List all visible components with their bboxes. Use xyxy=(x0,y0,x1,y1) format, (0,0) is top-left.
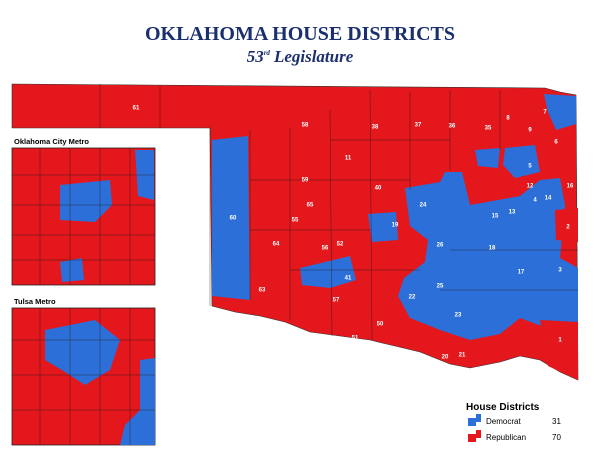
subtitle-text: Legislature xyxy=(273,47,354,66)
district-blue xyxy=(503,145,540,178)
district-label: 57 xyxy=(333,298,340,304)
district-label: 38 xyxy=(372,125,379,131)
legend: House Districts Democrat 31 Republican 7… xyxy=(466,402,561,442)
district-red xyxy=(540,320,578,380)
legend-count: 70 xyxy=(552,433,561,442)
legend-swatch xyxy=(468,414,481,426)
district-label: 12 xyxy=(527,184,534,190)
title: OKLAHOMA HOUSE DISTRICTS xyxy=(145,23,455,45)
subtitle-number: 53 xyxy=(247,47,265,66)
district-label: 8 xyxy=(506,116,510,122)
district-blue xyxy=(544,94,576,130)
district-label: 35 xyxy=(485,126,492,132)
inset-title: Oklahoma City Metro xyxy=(14,137,89,146)
district-label: 15 xyxy=(492,214,499,220)
district-label: 59 xyxy=(302,178,309,184)
district-label: 21 xyxy=(459,353,466,359)
district-label: 2 xyxy=(566,225,570,231)
district-label: 22 xyxy=(409,295,416,301)
district-label: 50 xyxy=(377,322,384,328)
district-label: 58 xyxy=(302,123,309,129)
district-label: 4 xyxy=(533,198,537,204)
district-label: 14 xyxy=(545,196,552,202)
district-label: 60 xyxy=(230,216,237,222)
district-label: 24 xyxy=(420,203,427,209)
subtitle-suffix: rd xyxy=(264,49,271,57)
legend-title: House Districts xyxy=(466,402,540,413)
legend-swatch xyxy=(468,430,481,442)
district-blue xyxy=(212,136,250,300)
district-blue xyxy=(45,320,120,385)
legend-count: 31 xyxy=(552,417,561,426)
district-label: 56 xyxy=(322,246,329,252)
district-blue xyxy=(60,258,84,282)
district-label: 13 xyxy=(509,210,516,216)
district-label: 23 xyxy=(455,313,462,319)
inset-title: Tulsa Metro xyxy=(14,297,56,306)
district-label: 37 xyxy=(415,123,422,129)
state-map xyxy=(11,83,579,381)
district-blue xyxy=(368,212,398,242)
district-label: 16 xyxy=(567,184,574,190)
okc-inset xyxy=(11,147,156,286)
district-label: 19 xyxy=(392,223,399,229)
district-label: 64 xyxy=(273,242,280,248)
district-label: 6 xyxy=(554,140,558,146)
district-label: 55 xyxy=(292,218,299,224)
district-label: 11 xyxy=(345,156,352,162)
district-blue xyxy=(300,256,356,288)
district-red xyxy=(555,208,578,242)
district-label: 52 xyxy=(337,242,344,248)
district-blue xyxy=(475,148,500,168)
district-label: 5 xyxy=(528,164,532,170)
district-label: 1 xyxy=(558,338,562,344)
district-label: 36 xyxy=(449,124,456,130)
district-label: 9 xyxy=(528,128,532,134)
tulsa-inset xyxy=(11,307,156,446)
legend-label: Democrat xyxy=(486,417,521,426)
district-label: 65 xyxy=(307,203,314,209)
district-label: 25 xyxy=(437,284,444,290)
district-label: 63 xyxy=(259,288,266,294)
district-blue xyxy=(60,180,112,222)
district-label: 41 xyxy=(345,276,352,282)
district-label: 18 xyxy=(489,246,496,252)
subtitle: 53rd Legislature xyxy=(247,47,354,66)
district-label: 3 xyxy=(558,268,562,274)
district-blue xyxy=(120,358,155,445)
district-label: 20 xyxy=(442,355,449,361)
district-label: 61 xyxy=(133,106,140,112)
district-label: 51 xyxy=(352,336,359,342)
legend-label: Republican xyxy=(486,433,526,442)
district-label: 40 xyxy=(375,186,382,192)
district-label: 26 xyxy=(437,243,444,249)
district-label: 17 xyxy=(518,270,525,276)
district-label: 7 xyxy=(543,110,547,116)
district-blue xyxy=(398,172,578,340)
